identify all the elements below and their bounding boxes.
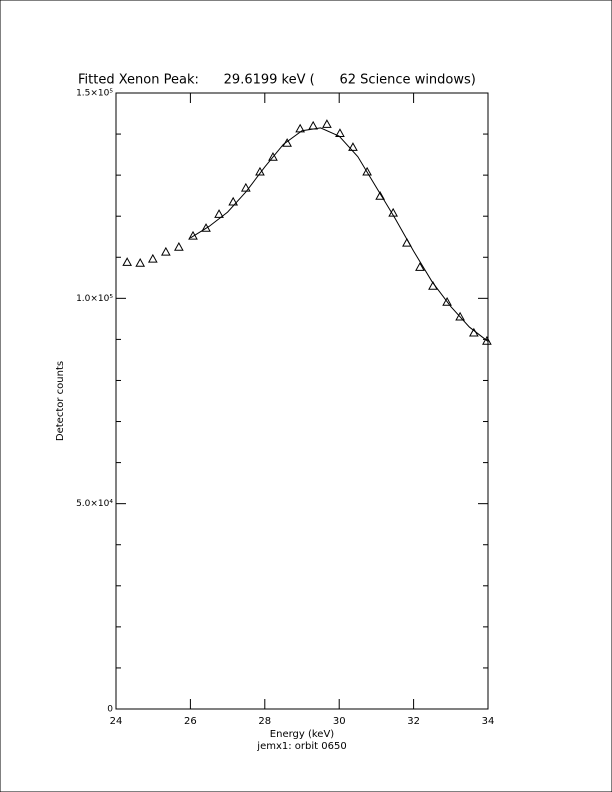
data-point xyxy=(322,119,332,128)
y-axis-label: Detector counts xyxy=(55,361,66,441)
data-point xyxy=(135,257,146,267)
data-point xyxy=(295,123,305,133)
y-tick-label: 1.5×10⁵ xyxy=(76,89,113,99)
data-point xyxy=(282,138,292,147)
plot-frame xyxy=(115,92,489,710)
chart-title: Fitted Xenon Peak: 29.6199 keV ( 62 Scie… xyxy=(78,73,476,88)
data-point xyxy=(455,311,465,321)
data-point xyxy=(214,209,224,218)
x-tick-label: 34 xyxy=(482,716,495,727)
data-point xyxy=(388,207,398,217)
y-tick-label: 5.0×10⁴ xyxy=(76,499,113,509)
data-point xyxy=(469,327,479,337)
data-point xyxy=(482,336,492,345)
x-tick-label: 24 xyxy=(110,716,123,727)
data-point xyxy=(122,257,133,266)
y-tick-label: 0 xyxy=(107,705,113,715)
data-point xyxy=(268,152,278,161)
x-tick-label: 28 xyxy=(258,716,271,727)
x-axis-label: Energy (keV) xyxy=(270,729,335,740)
data-point xyxy=(335,128,345,137)
y-tick-label: 1.0×10⁵ xyxy=(76,294,113,304)
data-point xyxy=(402,237,412,247)
data-point xyxy=(415,262,425,271)
data-point xyxy=(308,120,319,130)
data-point xyxy=(147,253,158,263)
subtitle: jemx1: orbit 0650 xyxy=(256,741,346,752)
data-point xyxy=(348,142,358,151)
data-point xyxy=(174,241,184,251)
x-tick-label: 32 xyxy=(407,716,420,727)
data-point xyxy=(442,296,452,306)
data-point xyxy=(240,182,251,192)
data-point xyxy=(228,196,239,206)
data-point xyxy=(201,223,211,232)
data-point xyxy=(428,280,438,290)
data-point xyxy=(375,191,385,200)
data-point xyxy=(255,166,265,176)
data-point xyxy=(160,246,171,256)
x-tick-label: 26 xyxy=(184,716,197,727)
data-point xyxy=(188,230,198,240)
x-tick-label: 30 xyxy=(333,716,346,727)
data-point xyxy=(362,166,372,176)
